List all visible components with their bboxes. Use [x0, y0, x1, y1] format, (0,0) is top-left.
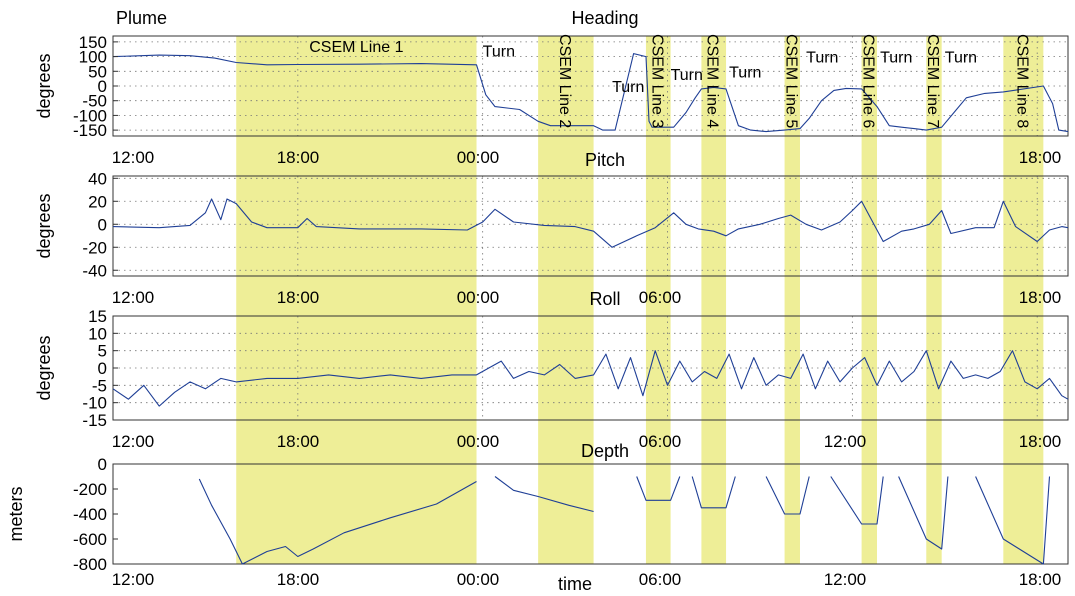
csem-band-8	[1003, 36, 1044, 564]
turn-annotation: Turn	[880, 50, 912, 67]
x-tick-label: 18:00	[1019, 570, 1062, 589]
pitch-series-line	[112, 198, 1069, 248]
y-tick-label: 0	[98, 215, 107, 234]
turn-annotation: Turn	[671, 67, 703, 84]
y-axis-label: degrees	[34, 53, 54, 118]
y-tick-label: -15	[82, 411, 107, 430]
axes-frame	[112, 175, 1069, 277]
y-tick-label: -5	[92, 376, 107, 395]
csem-band-5	[784, 36, 800, 564]
roll-series-line	[112, 350, 1069, 407]
panel-depth: 0 -200 -400 -600 -800 12:00 18:00 00:00 06:00 12:…	[6, 441, 1069, 589]
x-tick-label: 00:00	[457, 288, 500, 307]
band-label: CSEM Line 5	[782, 34, 799, 128]
y-tick-label: -50	[82, 92, 107, 111]
x-tick-label: 00:00	[457, 570, 500, 589]
panel-pitch: 40 20 0 -20 -40 12:00 18:00 00:00 06:00 18:00 Pitc…	[34, 150, 1069, 307]
band-label: CSEM Line 6	[859, 34, 876, 128]
y-tick-label: 0	[98, 359, 107, 378]
y-tick-label: 10	[88, 324, 107, 343]
x-tick-label: 18:00	[277, 432, 320, 451]
csem-highlight-bands	[236, 36, 1044, 564]
x-tick-label: 18:00	[277, 288, 320, 307]
y-tick-label: 0	[98, 77, 107, 96]
plume-label: Plume	[116, 8, 167, 28]
panel-title: Pitch	[585, 150, 625, 170]
x-tick-label: 12:00	[112, 148, 155, 167]
y-tick-label: 150	[79, 33, 107, 52]
depth-series-line	[898, 476, 949, 550]
x-tick-label: 18:00	[277, 148, 320, 167]
y-tick-label: 50	[88, 62, 107, 81]
depth-series-line	[975, 476, 1051, 565]
panel-title: Depth	[581, 441, 629, 461]
x-tick-label: 18:00	[1019, 288, 1062, 307]
x-tick-label: 06:00	[639, 288, 682, 307]
band-label: CSEM Line 4	[704, 34, 721, 128]
band-label: CSEM Line 8	[1013, 34, 1030, 128]
csem-band-6	[861, 36, 877, 564]
depth-series-line	[636, 476, 681, 501]
band-label: CSEM Line 7	[924, 34, 941, 128]
y-tick-label: 100	[79, 48, 107, 67]
depth-series-line	[198, 478, 477, 565]
x-tick-label: 12:00	[112, 288, 155, 307]
depth-series-line	[765, 476, 810, 515]
depth-series-line	[691, 476, 736, 509]
turn-annotation: Turn	[483, 44, 515, 61]
y-tick-label: -20	[82, 238, 107, 257]
band-label: CSEM Line 2	[556, 34, 573, 128]
panel-title: Heading	[571, 8, 638, 28]
y-tick-label: 5	[98, 342, 107, 361]
y-tick-label: -40	[82, 261, 107, 280]
y-tick-label: -400	[73, 505, 107, 524]
x-tick-label: 06:00	[639, 432, 682, 451]
heading-series-line	[112, 53, 1069, 133]
csem-band-2	[538, 36, 594, 564]
turn-annotation: Turn	[806, 50, 838, 67]
y-axis-label: degrees	[34, 193, 54, 258]
turn-annotation: Turn	[612, 79, 644, 96]
x-tick-label: 06:00	[639, 570, 682, 589]
turn-annotation: Turn	[729, 64, 761, 81]
y-tick-label: -600	[73, 530, 107, 549]
band-label: CSEM Line 1	[309, 39, 403, 56]
x-tick-label: 12:00	[112, 570, 155, 589]
y-tick-label: -200	[73, 480, 107, 499]
x-tick-label: 12:00	[824, 432, 867, 451]
y-tick-label: 15	[88, 307, 107, 326]
panel-title: Roll	[589, 289, 620, 309]
x-axis-label: time	[558, 574, 592, 594]
depth-series-line	[830, 476, 884, 525]
turn-annotation: Turn	[945, 50, 977, 67]
x-tick-label: 00:00	[457, 432, 500, 451]
y-tick-label: 0	[98, 455, 107, 474]
y-tick-label: 40	[88, 169, 107, 188]
csem-band-1	[236, 36, 477, 564]
y-tick-label: -800	[73, 555, 107, 574]
y-axis-label: meters	[6, 486, 26, 541]
depth-series-line	[494, 476, 594, 513]
csem-band-7	[926, 36, 942, 564]
x-tick-label: 18:00	[1019, 148, 1062, 167]
y-tick-label: -10	[82, 394, 107, 413]
band-label: CSEM Line 3	[648, 34, 665, 128]
x-tick-label: 18:00	[1019, 432, 1062, 451]
x-tick-label: 12:00	[112, 432, 155, 451]
x-tick-label: 18:00	[277, 570, 320, 589]
csem-band-4	[701, 36, 727, 564]
y-axis-label: degrees	[34, 335, 54, 400]
x-tick-label: 00:00	[457, 148, 500, 167]
y-tick-label: 20	[88, 192, 107, 211]
y-tick-label: -150	[73, 121, 107, 140]
y-tick-label: -100	[73, 106, 107, 125]
x-tick-label: 12:00	[824, 570, 867, 589]
